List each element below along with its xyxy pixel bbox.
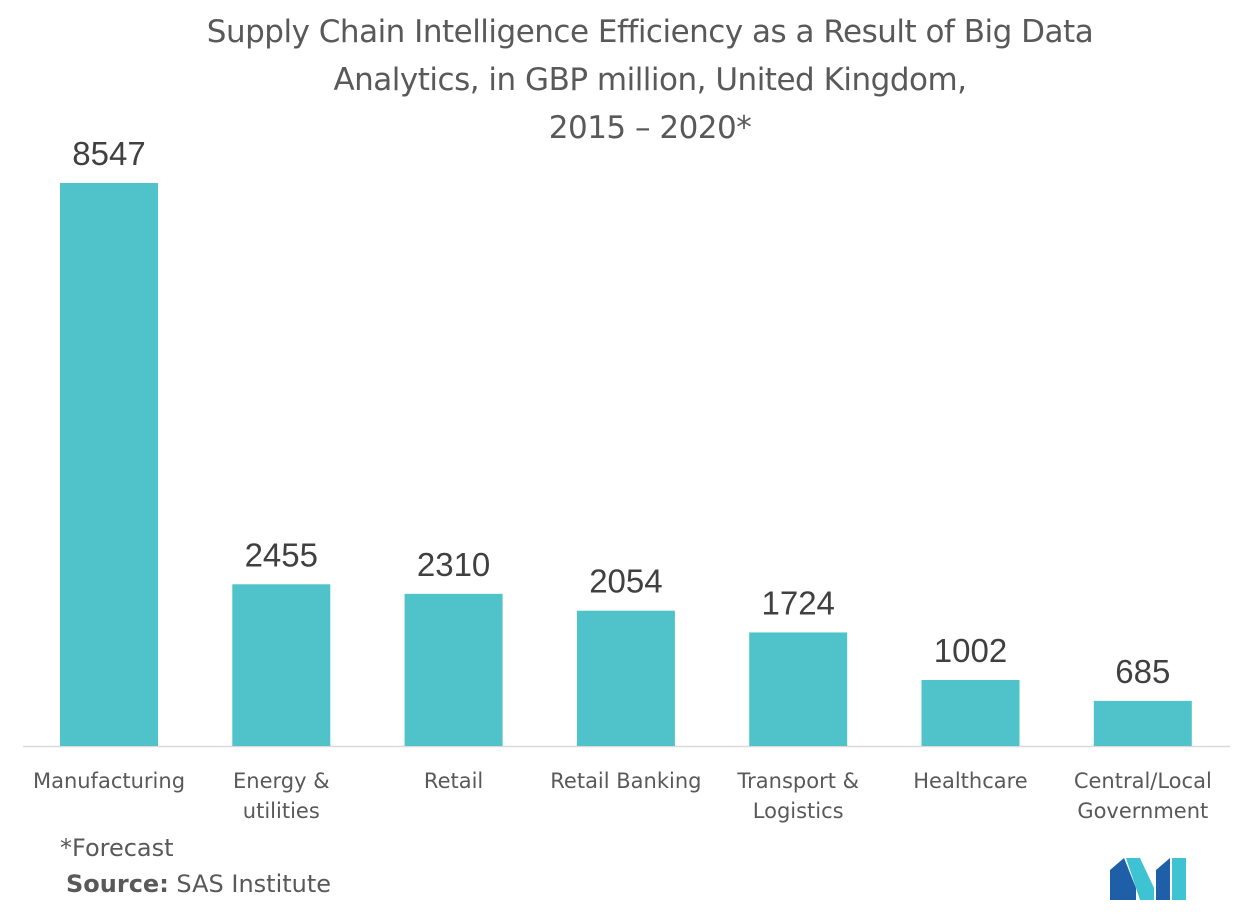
bar xyxy=(1093,700,1192,746)
category-label: Central/Local xyxy=(1074,769,1212,793)
bar xyxy=(60,183,158,746)
category-label: Healthcare xyxy=(913,769,1027,793)
bar-value-label: 2310 xyxy=(417,546,490,583)
source-text: SAS Institute xyxy=(168,870,332,898)
category-label: Logistics xyxy=(753,799,844,823)
chart-title-line-3: 2015 – 2020* xyxy=(548,110,752,146)
forecast-footnote: *Forecast xyxy=(60,834,174,862)
category-label: Retail Banking xyxy=(550,769,701,793)
bar xyxy=(576,610,675,746)
chart-title: Supply Chain Intelligence Efficiency as … xyxy=(150,8,1150,152)
bar-value-label: 2054 xyxy=(589,563,662,600)
bar-value-label: 685 xyxy=(1115,653,1170,690)
category-label: utilities xyxy=(243,799,320,823)
category-label: Energy & xyxy=(233,769,330,793)
bar xyxy=(404,593,503,746)
chart-title-line-1: Supply Chain Intelligence Efficiency as … xyxy=(206,14,1094,50)
source-note: Source: SAS Institute xyxy=(66,870,331,898)
bar-value-label: 1724 xyxy=(761,584,834,621)
bar-value-label: 1002 xyxy=(934,632,1007,669)
category-label: Transport & xyxy=(736,769,859,793)
bar-value-label: 2455 xyxy=(245,536,318,573)
category-label: Retail xyxy=(424,769,483,793)
mordor-intelligence-logo-icon xyxy=(1110,858,1186,900)
source-label: Source: xyxy=(66,870,169,898)
bar xyxy=(232,584,331,746)
category-label: Manufacturing xyxy=(33,769,185,793)
bar xyxy=(921,679,1020,746)
bar xyxy=(749,632,848,746)
bar-value-label: 8547 xyxy=(72,135,145,172)
chart-title-line-2: Analytics, in GBP million, United Kingdo… xyxy=(333,62,967,98)
category-label: Government xyxy=(1077,799,1208,823)
